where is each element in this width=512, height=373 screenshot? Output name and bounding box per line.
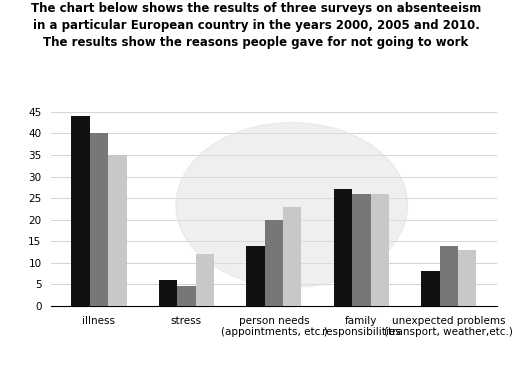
Bar [246, 245, 265, 306]
Bar [334, 189, 352, 306]
Bar [108, 155, 126, 306]
Bar [283, 207, 302, 306]
Bar [352, 194, 371, 306]
Bar [421, 272, 440, 306]
Legend: 2000, 2005, 2010: 2000, 2005, 2010 [151, 370, 397, 373]
Bar [90, 134, 108, 306]
Bar [72, 116, 90, 306]
Bar [196, 254, 214, 306]
Bar [265, 220, 283, 306]
Bar [371, 194, 389, 306]
Bar [177, 286, 196, 306]
Bar [440, 245, 458, 306]
Text: The chart below shows the results of three surveys on absenteeism
in a particula: The chart below shows the results of thr… [31, 2, 481, 49]
Bar [458, 250, 476, 306]
Bar [159, 280, 177, 306]
Ellipse shape [176, 123, 408, 288]
